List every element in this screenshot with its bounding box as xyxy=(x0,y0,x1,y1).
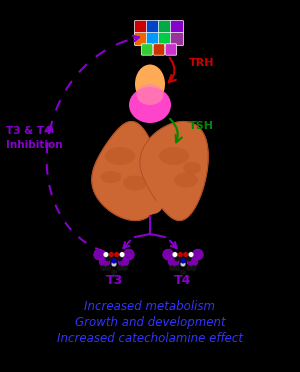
Circle shape xyxy=(105,256,111,261)
Circle shape xyxy=(117,265,123,271)
FancyBboxPatch shape xyxy=(146,32,160,46)
FancyBboxPatch shape xyxy=(158,20,172,33)
Circle shape xyxy=(188,252,194,257)
FancyBboxPatch shape xyxy=(141,44,153,55)
Circle shape xyxy=(124,249,134,260)
FancyBboxPatch shape xyxy=(158,32,172,46)
Circle shape xyxy=(163,249,173,260)
FancyArrowPatch shape xyxy=(169,58,176,82)
Circle shape xyxy=(118,256,129,267)
Circle shape xyxy=(168,256,179,267)
Ellipse shape xyxy=(136,84,164,105)
Ellipse shape xyxy=(105,147,135,165)
Ellipse shape xyxy=(123,176,147,190)
Circle shape xyxy=(105,265,111,271)
Circle shape xyxy=(111,261,117,267)
Circle shape xyxy=(122,265,128,271)
Circle shape xyxy=(191,265,196,271)
Circle shape xyxy=(186,265,192,271)
FancyBboxPatch shape xyxy=(134,32,148,46)
Circle shape xyxy=(100,265,106,271)
Text: TRH: TRH xyxy=(189,58,214,68)
Ellipse shape xyxy=(174,173,198,187)
Ellipse shape xyxy=(138,199,162,215)
Circle shape xyxy=(114,252,119,257)
FancyBboxPatch shape xyxy=(153,44,165,55)
FancyBboxPatch shape xyxy=(146,20,160,33)
Circle shape xyxy=(172,252,178,257)
FancyBboxPatch shape xyxy=(170,20,184,33)
Text: Increased catecholamine effect: Increased catecholamine effect xyxy=(57,333,243,346)
Text: T4: T4 xyxy=(174,273,192,286)
Circle shape xyxy=(119,252,125,257)
Text: Growth and development: Growth and development xyxy=(75,316,225,329)
Circle shape xyxy=(193,249,203,260)
Text: Increased metabolism: Increased metabolism xyxy=(85,299,215,312)
Circle shape xyxy=(109,252,114,257)
FancyBboxPatch shape xyxy=(170,32,184,46)
Circle shape xyxy=(103,252,109,257)
Circle shape xyxy=(94,249,105,260)
Circle shape xyxy=(186,256,192,261)
Circle shape xyxy=(174,256,180,261)
Circle shape xyxy=(180,261,186,267)
Ellipse shape xyxy=(159,147,189,165)
Ellipse shape xyxy=(135,64,165,103)
Ellipse shape xyxy=(183,162,201,174)
Circle shape xyxy=(99,256,110,267)
Text: TSH: TSH xyxy=(189,121,214,131)
Circle shape xyxy=(169,265,175,271)
Circle shape xyxy=(187,256,198,267)
Text: T3 & T4
Inhibition: T3 & T4 Inhibition xyxy=(6,126,63,150)
Circle shape xyxy=(180,269,186,275)
Polygon shape xyxy=(92,122,160,220)
Circle shape xyxy=(183,252,188,257)
Ellipse shape xyxy=(100,171,122,183)
Polygon shape xyxy=(140,122,208,220)
Circle shape xyxy=(111,258,117,263)
Circle shape xyxy=(178,252,183,257)
FancyArrowPatch shape xyxy=(170,119,182,142)
Circle shape xyxy=(117,256,123,261)
Circle shape xyxy=(111,269,117,275)
Circle shape xyxy=(180,258,186,263)
Ellipse shape xyxy=(129,87,171,123)
FancyBboxPatch shape xyxy=(134,20,148,33)
FancyBboxPatch shape xyxy=(165,44,177,55)
Text: T3: T3 xyxy=(105,273,123,286)
Circle shape xyxy=(174,265,180,271)
